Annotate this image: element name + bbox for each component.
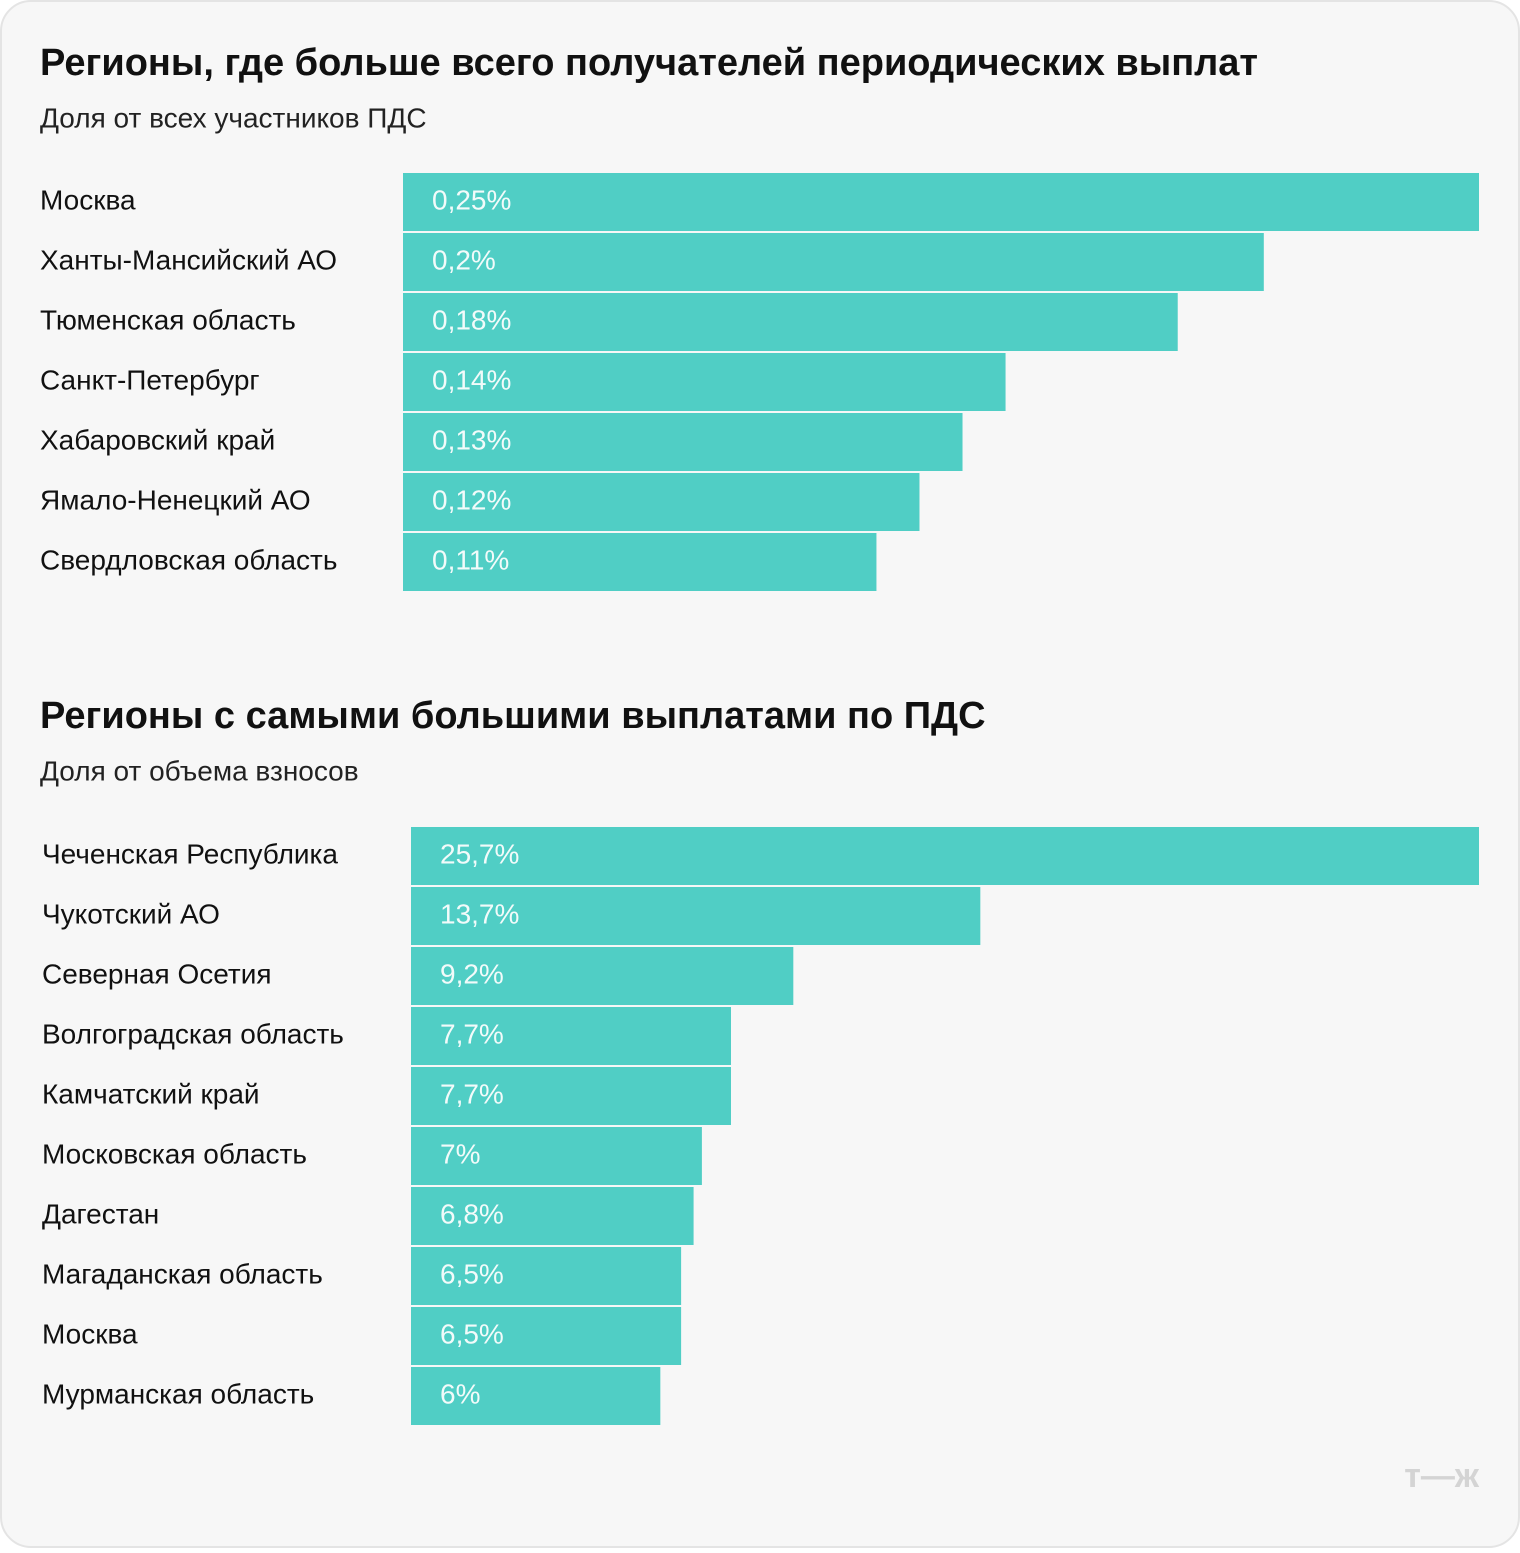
bar [411, 887, 981, 945]
category-label: Волгоградская область [42, 1018, 344, 1049]
value-label: 7% [440, 1138, 480, 1169]
category-label: Московская область [42, 1138, 307, 1169]
chart-subtitle: Доля от объема взносов [40, 755, 359, 786]
category-label: Москва [40, 184, 136, 215]
category-label: Москва [42, 1318, 138, 1349]
category-label: Свердловская область [40, 544, 337, 575]
bar [411, 1367, 661, 1425]
category-label: Камчатский край [42, 1078, 260, 1109]
bar [411, 1007, 731, 1065]
value-label: 6,5% [440, 1258, 504, 1289]
value-label: 6,8% [440, 1198, 504, 1229]
chart-title: Регионы с самыми большими выплатами по П… [40, 695, 986, 737]
value-label: 0,12% [432, 484, 511, 515]
value-label: 0,13% [432, 424, 511, 455]
value-label: 0,18% [432, 304, 511, 335]
value-label: 0,11% [432, 544, 509, 575]
category-label: Тюменская область [40, 304, 296, 335]
bar [411, 947, 794, 1005]
value-label: 7,7% [440, 1018, 504, 1049]
category-label: Ханты-Мансийский АО [40, 244, 337, 275]
category-label: Северная Осетия [42, 958, 272, 989]
value-label: 6% [440, 1378, 480, 1409]
category-label: Дагестан [42, 1198, 159, 1229]
value-label: 0,2% [432, 244, 496, 275]
value-label: 9,2% [440, 958, 504, 989]
bar [411, 1247, 682, 1305]
bar [403, 473, 920, 531]
value-label: 0,14% [432, 364, 511, 395]
bar [411, 827, 1479, 885]
bar [403, 533, 877, 591]
category-label: Мурманская область [42, 1378, 314, 1409]
category-label: Хабаровский край [40, 424, 275, 455]
bar [403, 293, 1178, 351]
value-label: 6,5% [440, 1318, 504, 1349]
value-label: 7,7% [440, 1078, 504, 1109]
bar [403, 353, 1006, 411]
category-label: Чеченская Республика [42, 838, 338, 869]
category-label: Магаданская область [42, 1258, 323, 1289]
bar [403, 413, 963, 471]
bar [411, 1067, 731, 1125]
bar [403, 233, 1264, 291]
value-label: 13,7% [440, 898, 519, 929]
value-label: 0,25% [432, 184, 511, 215]
bar [411, 1307, 682, 1365]
bar [411, 1187, 694, 1245]
bar [403, 173, 1479, 231]
category-label: Ямало-Ненецкий АО [40, 484, 311, 515]
value-label: 25,7% [440, 838, 519, 869]
category-label: Чукотский АО [42, 898, 220, 929]
chart-subtitle: Доля от всех участников ПДС [40, 102, 427, 133]
chart-title: Регионы, где больше всего получателей пе… [40, 42, 1258, 84]
category-label: Санкт-Петербург [40, 364, 260, 395]
logo: т—ж [1404, 1457, 1480, 1495]
bar [411, 1127, 702, 1185]
